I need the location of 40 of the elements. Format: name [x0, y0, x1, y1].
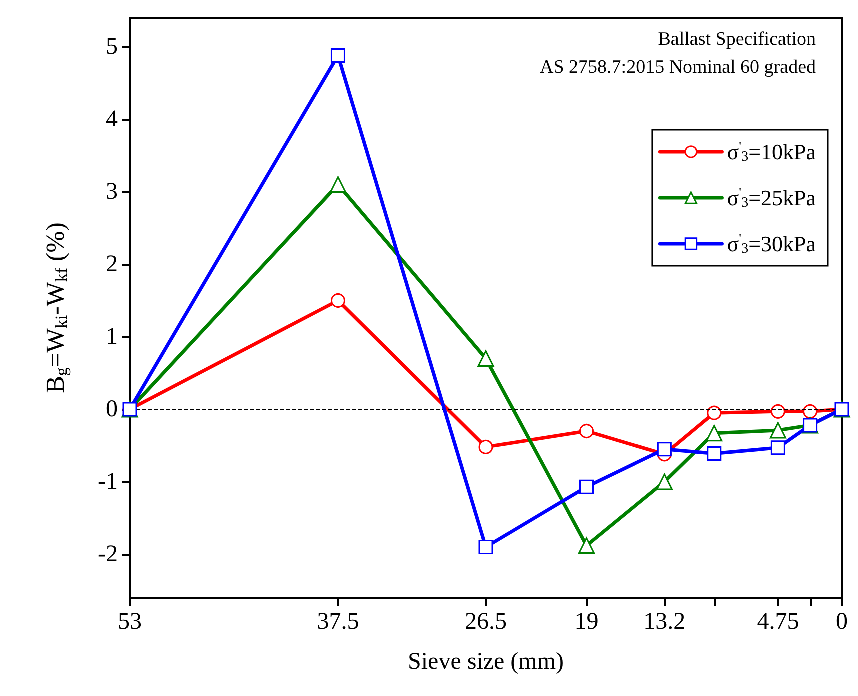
point — [330, 294, 346, 308]
y-tick-label: 4 — [106, 106, 118, 132]
point — [578, 538, 596, 554]
point — [656, 474, 673, 490]
x-axis-title: Sieve size (mm) — [408, 649, 564, 675]
y-tick-label: 0 — [106, 396, 118, 422]
point — [478, 440, 494, 454]
y-tick-label: 2 — [106, 252, 118, 278]
point — [706, 425, 723, 442]
point — [803, 404, 818, 419]
y-tick-label: -2 — [98, 542, 118, 568]
point — [330, 176, 346, 193]
y-tick-label: 3 — [106, 179, 118, 205]
point — [770, 404, 786, 419]
x-tick-label: 4.75 — [757, 609, 800, 635]
legend-label: σ'3=25kPa — [727, 185, 816, 211]
annotation: Ballast Specification — [658, 29, 816, 50]
y-tick-label: 1 — [106, 324, 118, 350]
y-tick-label: 5 — [106, 34, 118, 60]
legend-label: σ'3=30kPa — [727, 231, 816, 257]
x-tick-label: 26.5 — [465, 609, 507, 635]
y-tick-label: -1 — [98, 469, 118, 495]
point — [707, 406, 722, 420]
x-tick-label: 13.2 — [644, 609, 686, 635]
point — [580, 424, 594, 438]
point — [330, 48, 346, 63]
point — [657, 442, 672, 457]
point — [478, 350, 494, 367]
x-tick-label: 0 — [836, 609, 848, 635]
x-tick-label: 53 — [118, 609, 142, 635]
point — [580, 480, 594, 494]
x-tick-label: 37.5 — [317, 609, 360, 635]
point — [770, 440, 786, 456]
point — [770, 422, 786, 439]
x-tick-label: 19 — [574, 609, 599, 635]
point — [478, 540, 494, 554]
legend-label: σ'3=10kPa — [727, 139, 816, 165]
y-axis-title: Bg=Wki-Wkf (%) — [41, 222, 71, 394]
point — [707, 446, 722, 461]
annotation: AS 2758.7:2015 Nominal 60 graded — [540, 57, 816, 78]
